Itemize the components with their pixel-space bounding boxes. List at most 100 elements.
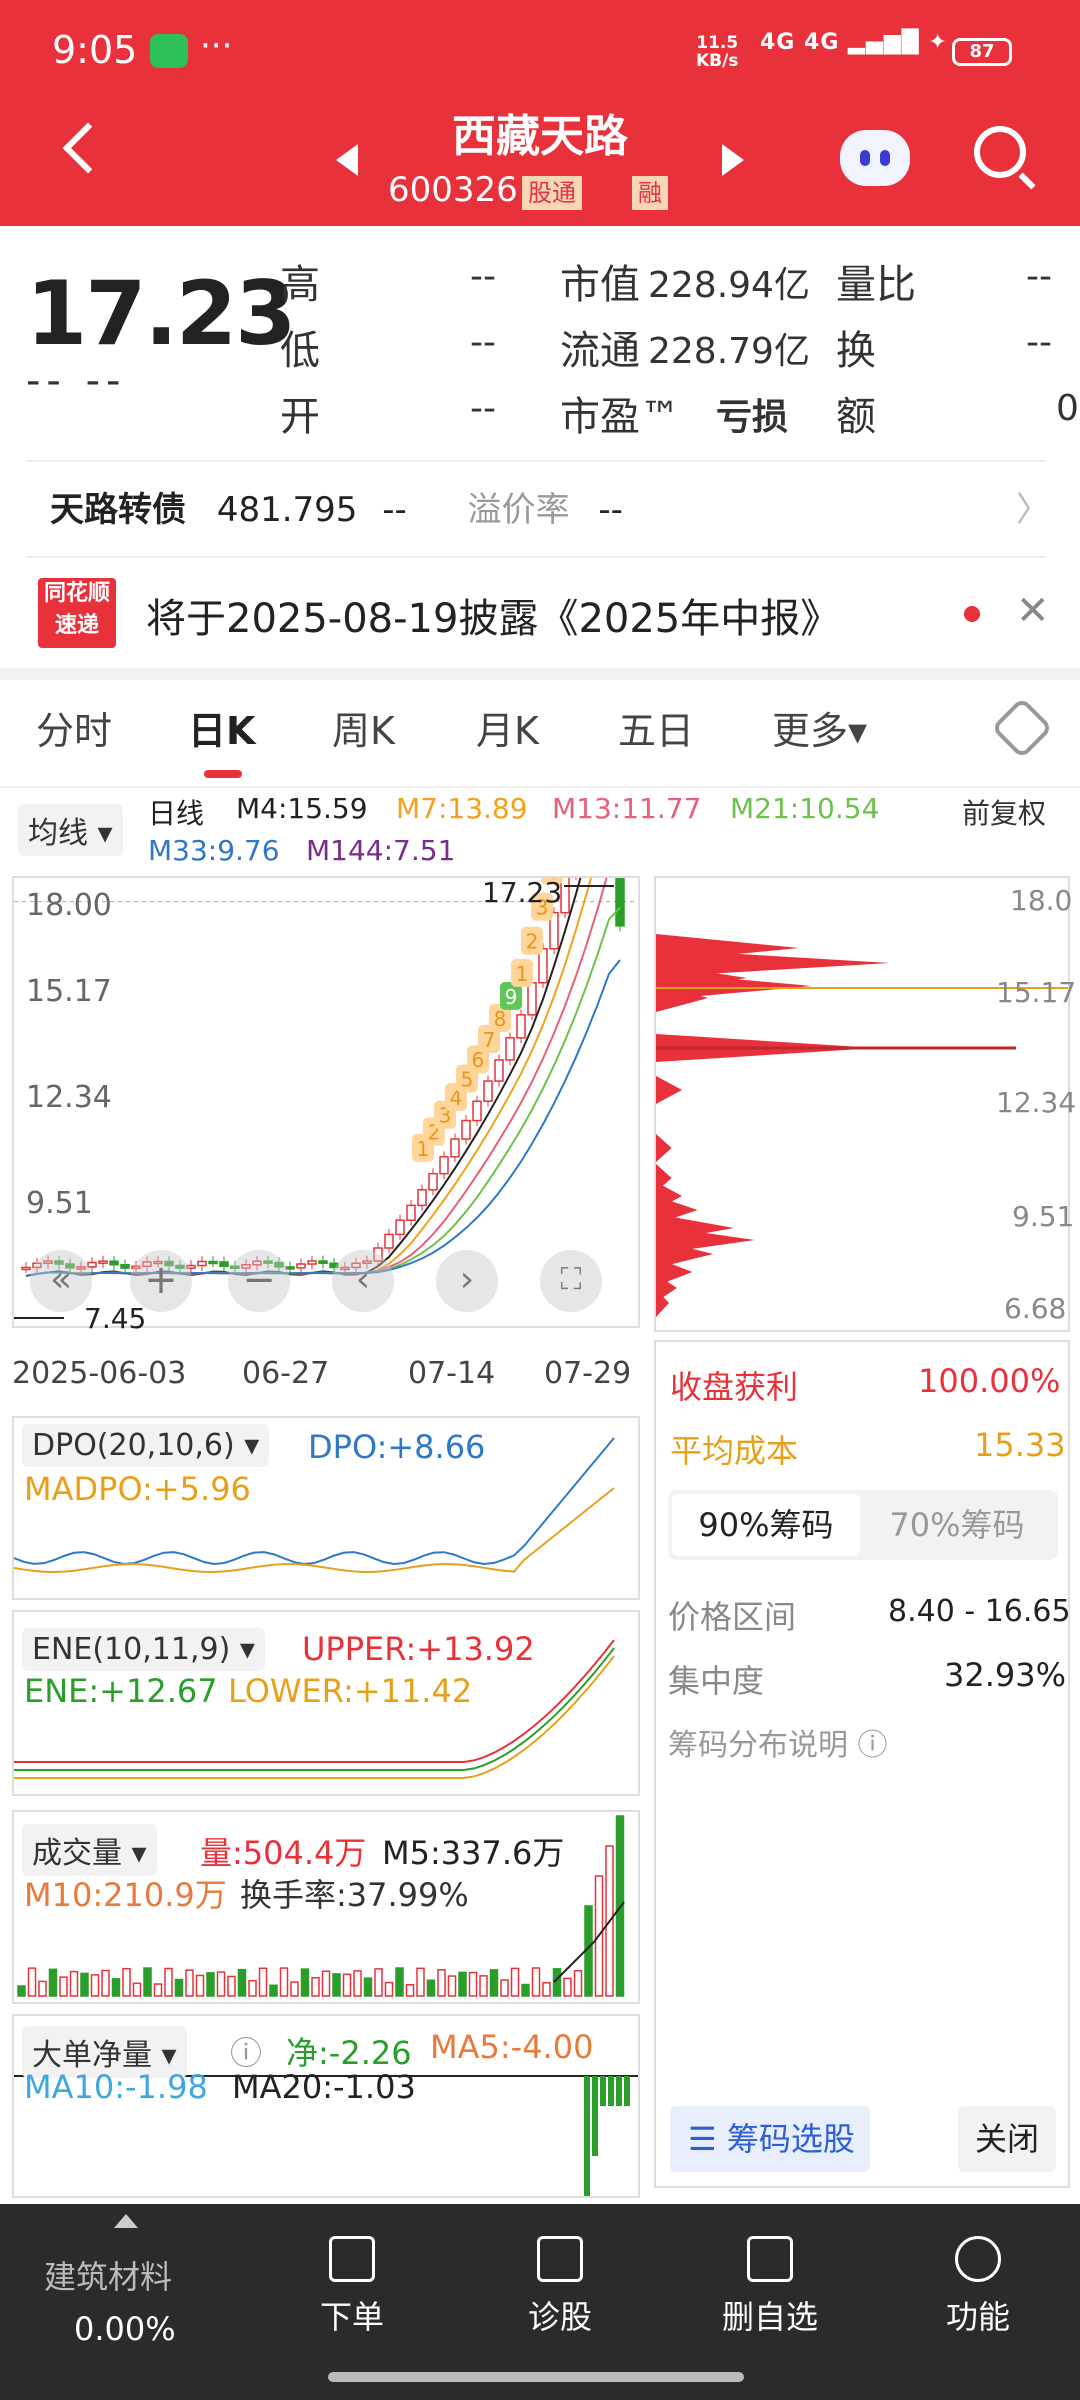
volume-bar [216,1971,226,1997]
concentration-value: 32.93% [944,1656,1067,1694]
profit-value: 100.00% [918,1362,1061,1400]
tab-daily-k[interactable]: 日K [188,709,256,753]
volume-bar [237,1968,247,1997]
nav-remove-watchlist[interactable]: 删自选 [700,2236,840,2338]
candle [208,1260,218,1265]
candle [186,1264,196,1269]
candle [483,1080,493,1102]
candle [296,1263,306,1269]
chip-explain-link[interactable]: 筹码分布说明 ⓘ [668,1728,888,1763]
chip-y-tick-951: 9.51 [1012,1200,1075,1233]
fullscreen-icon[interactable]: ⛶ [540,1250,602,1312]
ma-m4: M4:15.59 [236,792,368,825]
prev-stock-icon[interactable] [336,144,358,176]
volume-bar [290,1981,299,1997]
news-text[interactable]: 将于2025-08-19披露《2025年中报》 [146,596,841,642]
chip-stock-select-button[interactable]: ☰ 筹码选股 [670,2106,870,2172]
open-value: -- [470,388,496,429]
volume-bar [101,1969,110,1997]
candle [461,1119,471,1140]
volume-bar [195,1974,205,1997]
sector-change: 0.00% [74,2310,176,2348]
tab-chip-70[interactable]: 70%筹码 [889,1506,1025,1544]
remove-icon [747,2236,793,2282]
dpo-indicator-select[interactable]: DPO(20,10,6) ▾ [22,1424,270,1467]
search-icon[interactable] [974,126,1026,178]
nav-order[interactable]: 下单 [282,2236,422,2338]
expand-up-icon[interactable] [114,2214,138,2228]
volume-bar [374,1968,383,1997]
volume-bar [437,1969,446,1997]
big-order-ma5: MA5:-4.00 [430,2028,594,2066]
ene-panel[interactable] [12,1610,640,1796]
limit-up-marker: 9 [500,981,522,1010]
x-label-0729: 07-29 [544,1356,632,1391]
nav-diagnose[interactable]: 诊股 [490,2236,630,2338]
volume-bar [521,1983,530,1997]
tab-monthly-k[interactable]: 月K [476,709,539,753]
volume-bar [111,1978,121,1997]
tab-intraday[interactable]: 分时 [36,709,113,753]
convertible-bond-row[interactable]: 天路转债 481.795 -- 溢价率 -- 〉 [50,482,1050,531]
vol-ratio-value: -- [1026,256,1052,297]
tab-weekly-k[interactable]: 周K [332,709,395,753]
big-order-indicator-select[interactable]: 大单净量 ▾ [22,2026,187,2078]
volume-panel[interactable] [12,1810,640,2004]
candle [329,1262,339,1269]
ma-toggle[interactable]: 均线 ▾ [18,804,123,856]
volume-bar [80,1972,89,1997]
big-order-net: 净:-2.26 [286,2034,412,2072]
dpo-panel[interactable] [12,1416,640,1600]
float-value: 228.79亿 [648,331,810,372]
back-icon[interactable] [62,122,114,174]
chip-close-button[interactable]: 关闭 [958,2106,1056,2172]
ene-upper: UPPER:+13.92 [302,1630,535,1668]
adjust-mode[interactable]: 前复权 [962,797,1047,830]
avgcost-value: 15.33 [974,1426,1066,1464]
volume-bar [500,1979,509,1997]
zoom-out-icon[interactable]: − [228,1250,290,1312]
close-icon[interactable]: ✕ [1016,588,1050,634]
chip-stats-panel [654,1340,1070,2188]
volume-bar [90,1974,100,1997]
help-icon[interactable]: ⓘ [230,2034,263,2072]
ene-indicator-select[interactable]: ENE(10,11,9) ▾ [22,1628,265,1671]
candle [153,1260,163,1265]
candle [197,1260,207,1267]
candle [395,1219,405,1236]
chip-y-tick-18: 18.0 [1010,884,1073,917]
premium-label: 溢价率 [467,490,570,530]
amount-label: 额 [836,394,876,440]
profit-label: 收盘获利 [670,1368,799,1406]
zoom-in-icon[interactable]: + [130,1250,192,1312]
bottom-nav: 建筑材料 0.00% 下单 诊股 删自选 功能 [0,2204,1080,2400]
tab-five-day[interactable]: 五日 [618,709,695,753]
settings-icon[interactable] [990,696,1054,760]
volume-bar [269,1984,278,1997]
turnover-rate: 换手率:37.99% [240,1876,469,1914]
ma-m7: M7:13.89 [396,792,528,825]
volume-bar [489,1969,499,1997]
vol-ratio-label: 量比 [836,262,916,308]
volume-bar [332,1973,341,1997]
low-value: -- [470,322,496,363]
scroll-left-fast-icon[interactable]: « [30,1250,92,1312]
scroll-left-icon[interactable]: ‹ [332,1250,394,1312]
scroll-right-icon[interactable]: › [436,1250,498,1312]
svg-text:8: 8 [494,1007,507,1031]
volume-m5-line [553,1901,625,1983]
high-value: -- [470,256,496,297]
candle [252,1260,262,1266]
volume-indicator-select[interactable]: 成交量 ▾ [22,1824,157,1876]
divider [26,460,1046,462]
tab-more[interactable]: 更多▾ [772,709,868,753]
tab-chip-90[interactable]: 90%筹码 [672,1494,860,1556]
sector-name[interactable]: 建筑材料 [44,2258,173,2296]
next-stock-icon[interactable] [722,144,744,176]
candle [21,1266,31,1271]
ma-m33: M33:9.76 [148,834,280,867]
robot-assistant-icon[interactable] [840,130,910,186]
nav-functions[interactable]: 功能 [908,2236,1048,2338]
bond-price: 481.795 [216,490,358,530]
volume-bar [59,1976,68,1997]
